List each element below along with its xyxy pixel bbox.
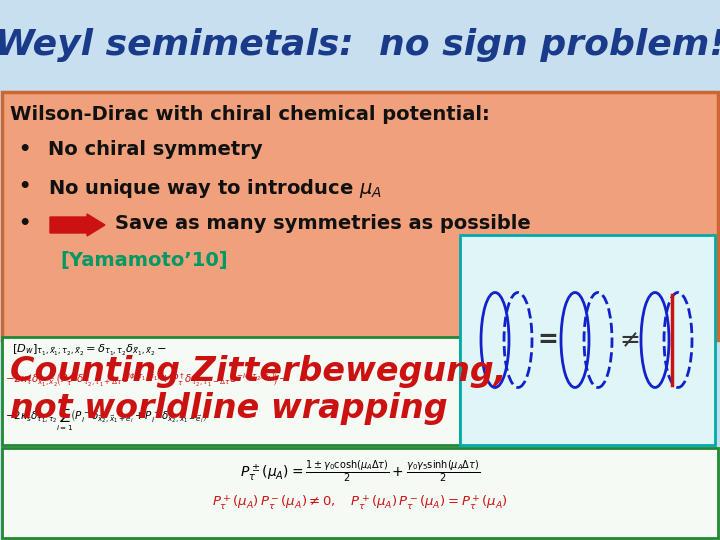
- Text: •: •: [18, 140, 30, 159]
- Text: $-2\kappa_\tau\delta_{\vec{x}_1,\vec{x}_2}\!\left(P_\tau^-\delta_{\tau_2,\tau_1+: $-2\kappa_\tau\delta_{\vec{x}_1,\vec{x}_…: [5, 371, 288, 389]
- Text: Counting Zitterbewegung,: Counting Zitterbewegung,: [10, 355, 506, 388]
- Bar: [460, 235, 715, 445]
- Bar: [2, 448, 718, 538]
- Bar: [0, 0, 720, 90]
- Text: •: •: [18, 214, 30, 233]
- Text: No unique way to introduce $\mu_A$: No unique way to introduce $\mu_A$: [48, 177, 382, 200]
- Bar: [2, 337, 460, 445]
- Text: [Yamamoto’10]: [Yamamoto’10]: [60, 251, 228, 270]
- FancyArrow shape: [50, 214, 105, 236]
- Text: =: =: [538, 328, 559, 352]
- Text: Save as many symmetries as possible: Save as many symmetries as possible: [115, 214, 531, 233]
- Text: Weyl semimetals:  no sign problem!: Weyl semimetals: no sign problem!: [0, 28, 720, 62]
- Bar: [2, 92, 718, 340]
- Text: $P_\tau^+(\mu_A)\,P_\tau^-(\mu_A)\neq 0, \quad P_\tau^+(\mu_A)\,P_\tau^-(\mu_A) : $P_\tau^+(\mu_A)\,P_\tau^-(\mu_A)\neq 0,…: [212, 493, 508, 512]
- Text: $P_\tau^\pm(\mu_A) = \frac{1\pm\gamma_0\cosh(\mu_A\Delta\tau)}{2} + \frac{\gamma: $P_\tau^\pm(\mu_A) = \frac{1\pm\gamma_0\…: [240, 458, 480, 484]
- Text: $\neq$: $\neq$: [616, 328, 641, 352]
- Text: Wilson-Dirac with chiral chemical potential:: Wilson-Dirac with chiral chemical potent…: [10, 105, 490, 124]
- Text: $-2\kappa_s\delta_{\tau_1,\tau_2}\sum_{i=1}^{3}\!\left(P_i^-\delta_{\vec{x}_2,\v: $-2\kappa_s\delta_{\tau_1,\tau_2}\sum_{i…: [5, 400, 207, 433]
- Text: $[D_w]_{\tau_1,\vec{x}_1;\tau_2,\vec{x}_2} = \delta_{\tau_1,\tau_2}\delta_{\vec{: $[D_w]_{\tau_1,\vec{x}_1;\tau_2,\vec{x}_…: [12, 343, 167, 358]
- Text: •: •: [18, 177, 30, 196]
- Text: not worldline wrapping: not worldline wrapping: [10, 392, 448, 425]
- Text: No chiral symmetry: No chiral symmetry: [48, 140, 263, 159]
